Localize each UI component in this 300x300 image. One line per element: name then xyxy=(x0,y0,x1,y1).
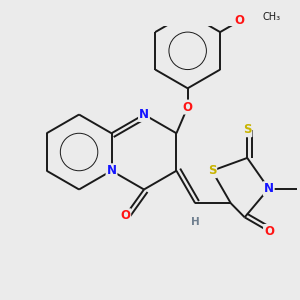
Text: N: N xyxy=(106,164,116,177)
Text: O: O xyxy=(235,14,244,27)
Text: O: O xyxy=(120,209,130,222)
Text: N: N xyxy=(264,182,274,195)
Text: N: N xyxy=(139,108,149,121)
Text: O: O xyxy=(183,100,193,113)
Text: H: H xyxy=(191,217,200,227)
Text: S: S xyxy=(208,164,216,177)
Text: CH₃: CH₃ xyxy=(262,12,281,22)
Text: S: S xyxy=(243,123,251,136)
Text: O: O xyxy=(264,225,274,238)
